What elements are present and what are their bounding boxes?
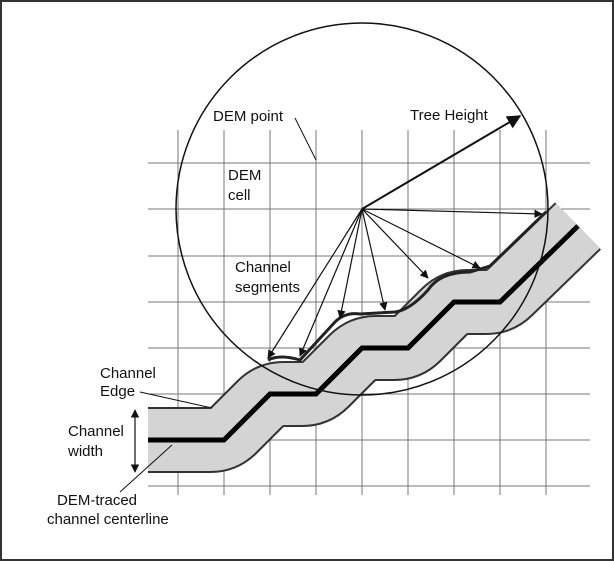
label: DEM point	[213, 108, 284, 125]
label: DEM-traced	[57, 492, 137, 509]
leaders	[119, 117, 317, 493]
label: Channel	[100, 365, 156, 382]
label: Edge	[100, 383, 135, 400]
channel	[140, 202, 601, 500]
label: segments	[235, 279, 300, 296]
label: Channel	[235, 259, 291, 276]
label: Channel	[68, 423, 124, 440]
label: Tree Height	[410, 107, 489, 124]
label: channel centerline	[47, 511, 169, 528]
tree-circle	[175, 22, 549, 396]
label: cell	[228, 187, 251, 204]
arrows	[130, 115, 543, 473]
label: width	[67, 443, 103, 460]
label: DEM	[228, 167, 261, 184]
